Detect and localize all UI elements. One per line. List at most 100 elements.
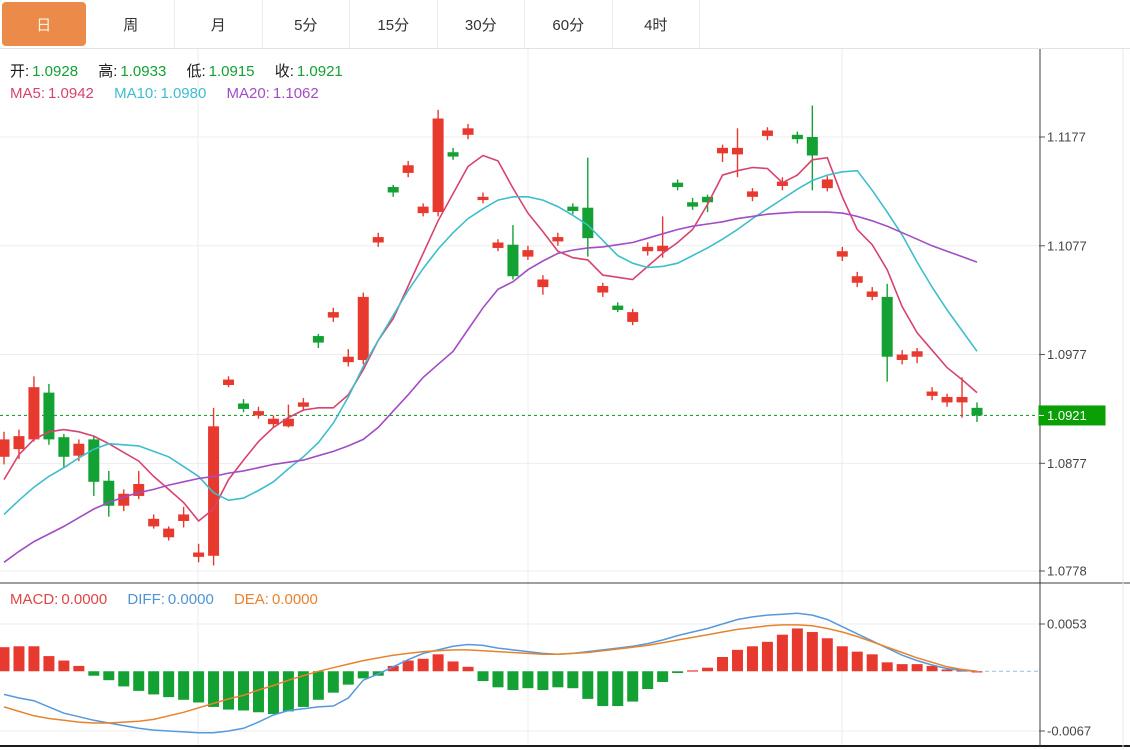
macd-bar[interactable] bbox=[552, 671, 564, 688]
candle[interactable] bbox=[702, 196, 714, 203]
macd-bar[interactable] bbox=[267, 671, 279, 715]
macd-bar[interactable] bbox=[193, 671, 205, 703]
macd-bar[interactable] bbox=[297, 671, 309, 707]
macd-bar[interactable] bbox=[387, 665, 399, 672]
candle[interactable] bbox=[657, 245, 669, 252]
macd-bar[interactable] bbox=[702, 667, 714, 672]
macd-bar[interactable] bbox=[582, 671, 594, 699]
macd-bar[interactable] bbox=[776, 634, 788, 672]
macd-bar[interactable] bbox=[791, 628, 803, 672]
candle[interactable] bbox=[522, 250, 534, 257]
candle[interactable] bbox=[911, 351, 923, 357]
candle[interactable] bbox=[507, 244, 519, 277]
macd-bar[interactable] bbox=[103, 671, 115, 681]
macd-bar[interactable] bbox=[492, 671, 504, 688]
tab-week[interactable]: 周 bbox=[87, 0, 175, 48]
candle[interactable] bbox=[387, 187, 399, 193]
tab-30min[interactable]: 30分 bbox=[437, 0, 525, 48]
candle[interactable] bbox=[417, 206, 429, 214]
candle[interactable] bbox=[462, 128, 474, 135]
macd-bar[interactable] bbox=[0, 647, 10, 672]
candle[interactable] bbox=[282, 418, 294, 427]
macd-bar[interactable] bbox=[148, 671, 160, 695]
candle[interactable] bbox=[881, 296, 893, 357]
macd-bar[interactable] bbox=[163, 671, 175, 698]
candle[interactable] bbox=[687, 202, 699, 207]
candle[interactable] bbox=[836, 251, 848, 257]
macd-bar[interactable] bbox=[417, 658, 429, 672]
candle[interactable] bbox=[327, 312, 339, 318]
macd-bar[interactable] bbox=[462, 666, 474, 672]
candle[interactable] bbox=[597, 286, 609, 293]
candle[interactable] bbox=[0, 439, 10, 457]
macd-bar[interactable] bbox=[731, 649, 743, 672]
macd-bar[interactable] bbox=[13, 646, 25, 672]
macd-bar[interactable] bbox=[761, 641, 773, 672]
candle[interactable] bbox=[103, 480, 115, 506]
macd-bar[interactable] bbox=[312, 671, 324, 700]
candle[interactable] bbox=[731, 147, 743, 155]
candle[interactable] bbox=[432, 118, 444, 213]
macd-bar[interactable] bbox=[941, 669, 953, 672]
candle[interactable] bbox=[642, 246, 654, 252]
candle[interactable] bbox=[552, 237, 564, 242]
macd-bar[interactable] bbox=[866, 654, 878, 672]
candle[interactable] bbox=[342, 356, 354, 363]
macd-bar[interactable] bbox=[58, 660, 70, 672]
candle[interactable] bbox=[223, 379, 235, 385]
macd-bar[interactable] bbox=[537, 671, 549, 690]
candle[interactable] bbox=[821, 179, 833, 189]
macd-bar[interactable] bbox=[223, 671, 235, 710]
macd-bar[interactable] bbox=[911, 664, 923, 672]
candle[interactable] bbox=[13, 436, 25, 450]
candle[interactable] bbox=[312, 336, 324, 343]
candle[interactable] bbox=[28, 387, 40, 440]
macd-bar[interactable] bbox=[717, 656, 729, 672]
macd-bar[interactable] bbox=[208, 671, 220, 707]
macd-bar[interactable] bbox=[342, 671, 354, 685]
tab-day[interactable]: 日 bbox=[0, 0, 88, 48]
candle[interactable] bbox=[267, 418, 279, 425]
macd-bar[interactable] bbox=[896, 664, 908, 672]
macd-bar[interactable] bbox=[28, 646, 40, 672]
candle[interactable] bbox=[178, 514, 190, 521]
candle[interactable] bbox=[238, 403, 250, 409]
tab-5min[interactable]: 5分 bbox=[262, 0, 350, 48]
candle[interactable] bbox=[717, 147, 729, 154]
macd-bar[interactable] bbox=[118, 671, 130, 687]
candle[interactable] bbox=[896, 354, 908, 360]
macd-bar[interactable] bbox=[687, 670, 699, 672]
macd-bar[interactable] bbox=[567, 671, 579, 689]
macd-bar[interactable] bbox=[672, 671, 684, 674]
candle[interactable] bbox=[582, 207, 594, 239]
macd-bar[interactable] bbox=[133, 671, 145, 691]
candle[interactable] bbox=[193, 552, 205, 557]
candle[interactable] bbox=[746, 191, 758, 197]
candle[interactable] bbox=[148, 518, 160, 527]
candle[interactable] bbox=[492, 242, 504, 248]
candle[interactable] bbox=[208, 426, 220, 556]
tab-15min[interactable]: 15分 bbox=[350, 0, 438, 48]
macd-bar[interactable] bbox=[597, 671, 609, 707]
candle[interactable] bbox=[357, 296, 369, 360]
candle[interactable] bbox=[73, 443, 85, 456]
candle[interactable] bbox=[806, 137, 818, 156]
candle[interactable] bbox=[612, 305, 624, 310]
candle[interactable] bbox=[761, 130, 773, 136]
tab-60min[interactable]: 60分 bbox=[525, 0, 613, 48]
candle[interactable] bbox=[851, 276, 863, 283]
macd-bar[interactable] bbox=[282, 671, 294, 712]
candle[interactable] bbox=[627, 312, 639, 322]
candle[interactable] bbox=[926, 391, 938, 396]
candle[interactable] bbox=[971, 407, 983, 416]
macd-bar[interactable] bbox=[43, 656, 55, 672]
candle[interactable] bbox=[297, 402, 309, 407]
candle[interactable] bbox=[956, 396, 968, 403]
candle[interactable] bbox=[43, 392, 55, 440]
macd-bar[interactable] bbox=[522, 671, 534, 689]
macd-bar[interactable] bbox=[612, 671, 624, 707]
candle[interactable] bbox=[252, 411, 264, 416]
macd-bar[interactable] bbox=[432, 654, 444, 672]
candle[interactable] bbox=[776, 181, 788, 186]
